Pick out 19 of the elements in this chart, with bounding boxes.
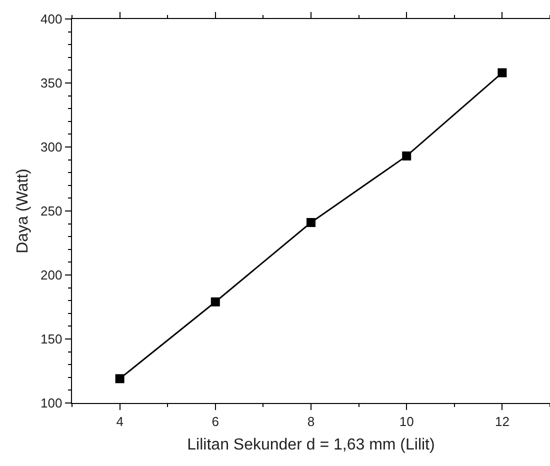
- y-tick-label: 200: [40, 268, 62, 283]
- x-tick-label: 10: [399, 414, 414, 429]
- point: [306, 218, 316, 228]
- y-tick-label: 100: [40, 396, 62, 411]
- y-tick-label: 300: [40, 140, 62, 155]
- point: [115, 374, 124, 384]
- y-tick-label: 350: [40, 76, 62, 91]
- y-tick-label: 150: [40, 332, 62, 347]
- y-tick-label: 400: [40, 12, 62, 27]
- x-tick-label: 6: [212, 414, 220, 429]
- x-tick-label: 4: [116, 414, 124, 429]
- point: [402, 151, 412, 160]
- y-axis-title: Daya (Watt): [14, 168, 32, 254]
- x-tick-label: 12: [494, 414, 510, 429]
- y-tick-label: 250: [40, 204, 62, 219]
- x-axis-title: Lilitan Sekunder d = 1,63 mm (Lilit): [187, 436, 435, 454]
- point: [498, 68, 507, 78]
- point: [210, 297, 220, 306]
- x-tick-label: 8: [307, 414, 315, 429]
